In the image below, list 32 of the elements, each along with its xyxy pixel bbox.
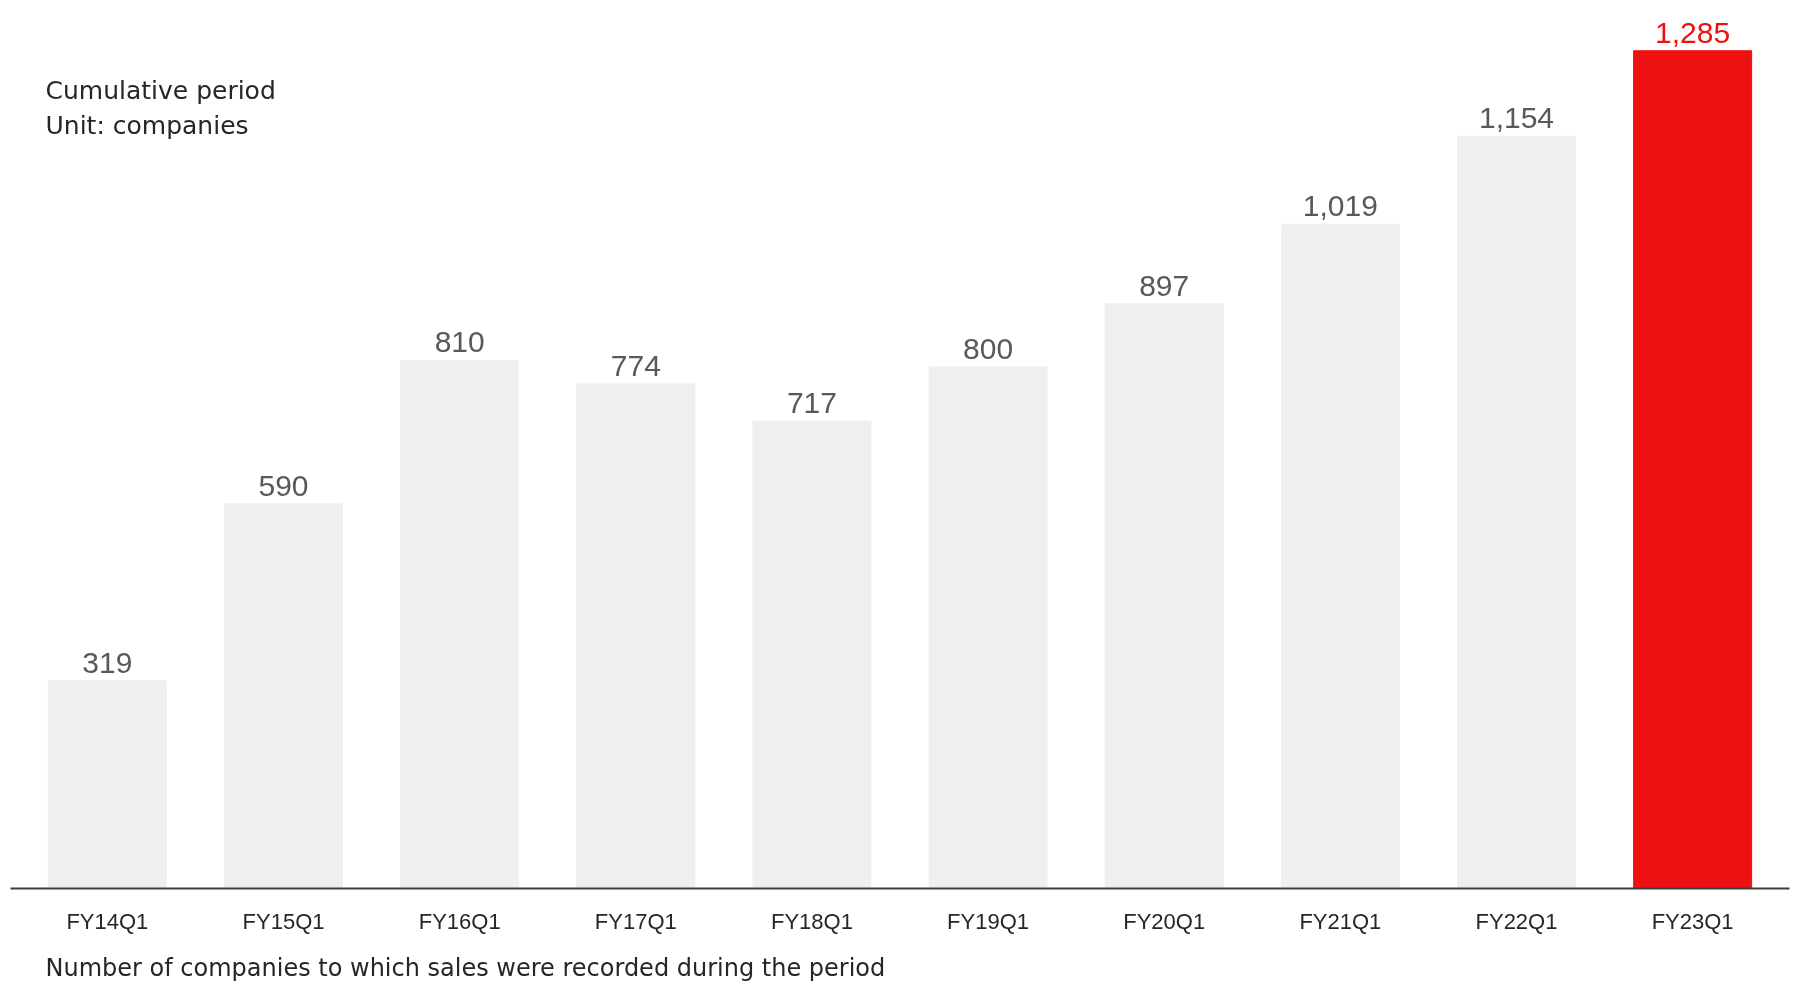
data-label: 774: [610, 348, 661, 382]
bar: [752, 420, 872, 889]
x-tick-label: FY16Q1: [418, 908, 501, 934]
data-label: 1,019: [1302, 189, 1378, 223]
data-label: 897: [1139, 268, 1190, 302]
data-label: 717: [786, 386, 837, 420]
bar: [47, 680, 167, 889]
text: Number of companies to which sales were recorded during the period: [45, 953, 886, 982]
data-label: 590: [258, 468, 309, 502]
bar: [1456, 135, 1576, 889]
bar: [1280, 223, 1400, 889]
data-label: 1,154: [1478, 101, 1555, 135]
bar: [928, 366, 1048, 889]
x-tick-label: FY19Q1: [947, 908, 1030, 934]
x-tick-label: FY15Q1: [242, 908, 325, 934]
bar: [1633, 50, 1753, 889]
data-label: 810: [434, 325, 485, 359]
bar: [224, 503, 344, 889]
x-tick-label: FY18Q1: [770, 908, 853, 934]
bar: [576, 383, 696, 889]
bar: [1104, 303, 1224, 889]
data-label: 319: [82, 645, 133, 679]
x-tick-label: FY17Q1: [594, 908, 677, 934]
data-label: 1,285: [1655, 15, 1731, 49]
x-tick-label: FY21Q1: [1299, 908, 1382, 934]
bar: [400, 359, 520, 889]
x-tick-label: FY20Q1: [1123, 908, 1206, 934]
x-tick-label: FY14Q1: [66, 908, 149, 934]
x-tick-label: FY23Q1: [1651, 908, 1734, 934]
x-tick-label: FY22Q1: [1475, 908, 1558, 934]
data-label: 800: [963, 331, 1014, 365]
annotation: Cumulative period Unit: companies: [45, 75, 276, 140]
